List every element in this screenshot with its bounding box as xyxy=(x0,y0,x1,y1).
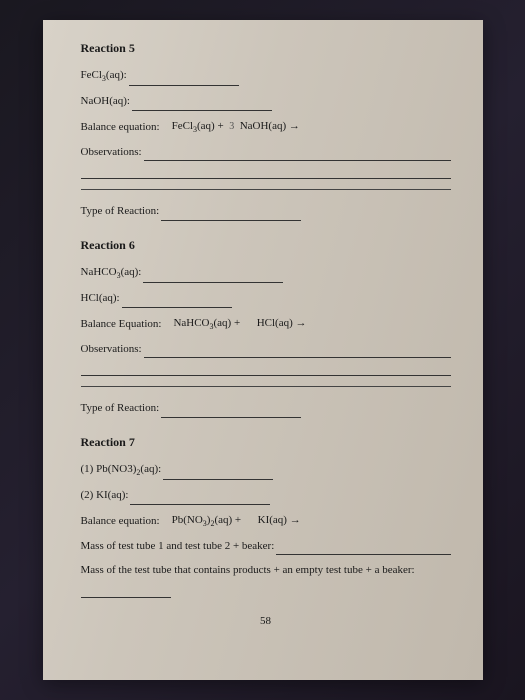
reaction-6-observations: Observations: xyxy=(81,340,451,359)
reaction-5-heading: Reaction 5 xyxy=(81,38,451,58)
blank-field[interactable] xyxy=(81,586,171,598)
blank-field[interactable] xyxy=(81,167,451,179)
reaction-5-fecl3: FeCl3(aq): xyxy=(81,66,451,86)
blank-field[interactable] xyxy=(81,364,451,376)
divider xyxy=(81,386,451,387)
reaction-5-balance: Balance equation: FeCl3(aq) + 3 NaOH(aq)… xyxy=(81,117,451,137)
page-number: 58 xyxy=(81,612,451,631)
reaction-7-pbno3: (1) Pb(NO3)2(aq): xyxy=(81,460,451,480)
reaction-7-mass2: Mass of the test tube that contains prod… xyxy=(81,561,451,580)
reaction-7-heading: Reaction 7 xyxy=(81,432,451,452)
reaction-5-naoh: NaOH(aq): xyxy=(81,92,451,111)
blank-field[interactable] xyxy=(132,99,272,111)
divider xyxy=(81,189,451,190)
reaction-6-hcl: HCl(aq): xyxy=(81,289,451,308)
reaction-6-type: Type of Reaction: xyxy=(81,399,451,418)
blank-field[interactable] xyxy=(144,346,451,358)
reaction-5-type: Type of Reaction: xyxy=(81,202,451,221)
reaction-7-mass1: Mass of test tube 1 and test tube 2 + be… xyxy=(81,537,451,556)
blank-field[interactable] xyxy=(130,493,270,505)
blank-field[interactable] xyxy=(276,543,450,555)
reaction-7-ki: (2) KI(aq): xyxy=(81,486,451,505)
reaction-6-nahco3: NaHCO3(aq): xyxy=(81,263,451,283)
reaction-5-observations: Observations: xyxy=(81,143,451,162)
reaction-7-balance: Balance equation: Pb(NO3)2(aq) + KI(aq) … xyxy=(81,511,451,531)
worksheet-paper: Reaction 5 FeCl3(aq): NaOH(aq): Balance … xyxy=(43,20,483,680)
blank-field[interactable] xyxy=(144,149,451,161)
reaction-6-balance: Balance Equation: NaHCO3(aq) + HCl(aq) → xyxy=(81,314,451,334)
blank-field[interactable] xyxy=(163,468,273,480)
blank-field[interactable] xyxy=(143,271,283,283)
blank-field[interactable] xyxy=(129,74,239,86)
reaction-5-section: Reaction 5 FeCl3(aq): NaOH(aq): Balance … xyxy=(81,38,451,221)
reaction-6-heading: Reaction 6 xyxy=(81,235,451,255)
blank-field[interactable] xyxy=(161,406,301,418)
blank-field[interactable] xyxy=(122,296,232,308)
reaction-7-section: Reaction 7 (1) Pb(NO3)2(aq): (2) KI(aq):… xyxy=(81,432,451,598)
blank-field[interactable] xyxy=(161,209,301,221)
reaction-6-section: Reaction 6 NaHCO3(aq): HCl(aq): Balance … xyxy=(81,235,451,418)
